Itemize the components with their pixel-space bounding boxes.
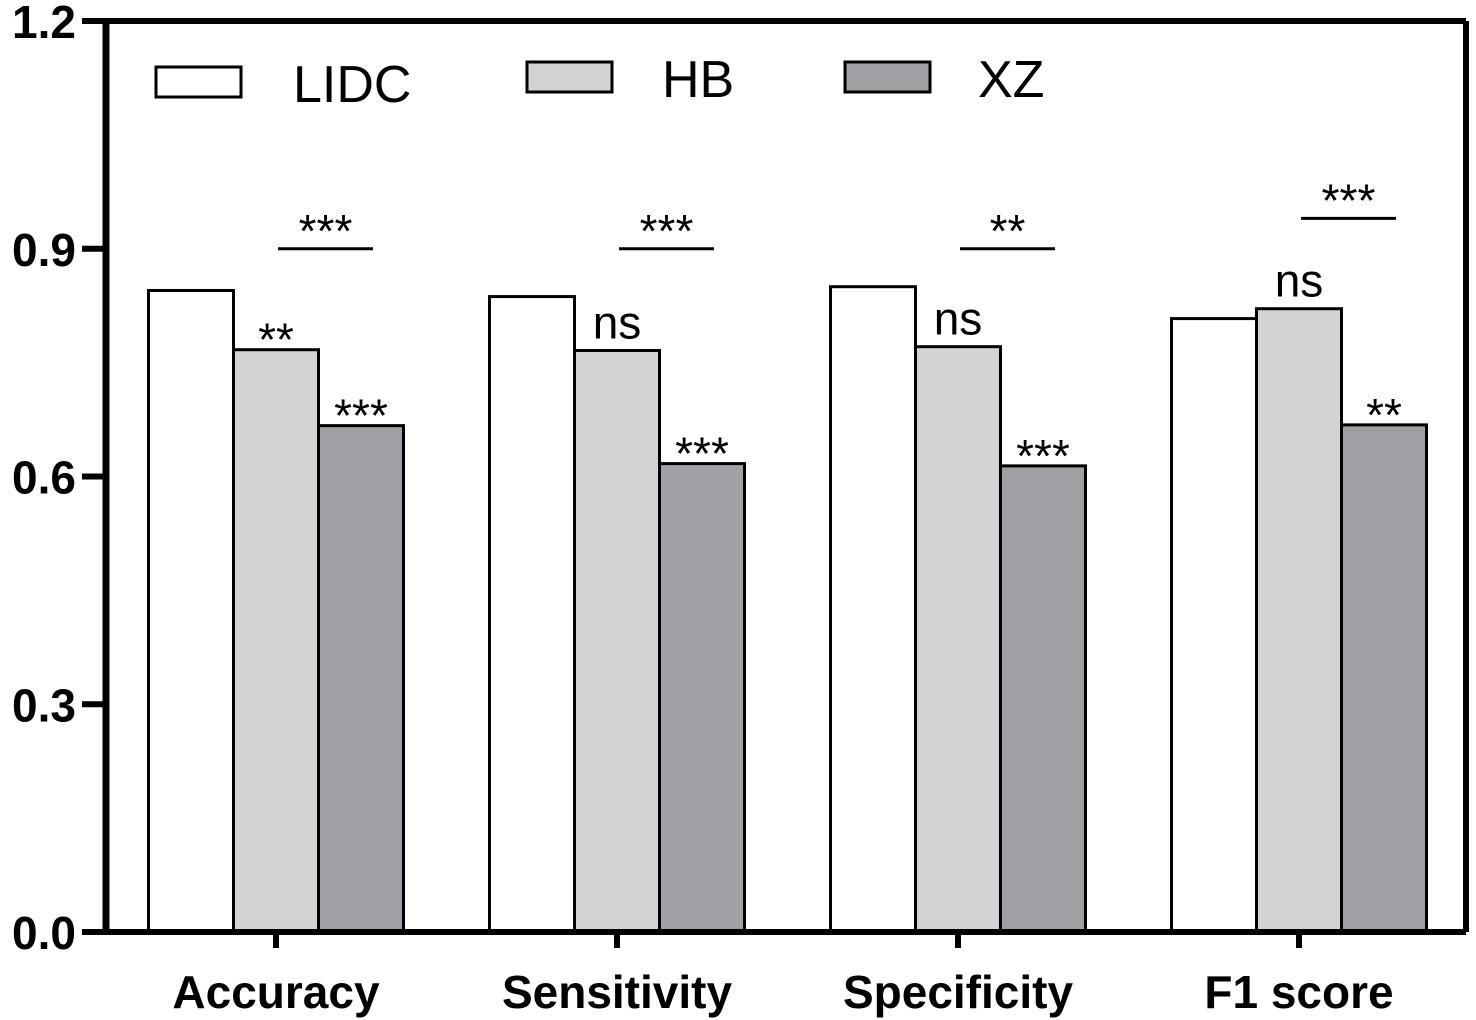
bar-xz-3 (1340, 423, 1428, 934)
bar-xz-0 (317, 424, 405, 934)
legend-swatch-lidc (154, 65, 243, 99)
y-tick-label: 0.3 (12, 679, 76, 731)
annotation-comparison: *** (1322, 174, 1376, 226)
y-tick-label: 0.9 (12, 224, 76, 276)
legend-label-lidc: LIDC (293, 56, 411, 114)
annotation-comparison: *** (640, 205, 694, 257)
bar-lidc-2 (829, 285, 917, 934)
legend-label-xz: XZ (978, 51, 1044, 109)
annotation-hb: ns (593, 296, 642, 348)
x-tick-label: Specificity (843, 966, 1074, 1018)
annotation-comparison: ** (990, 205, 1026, 257)
annotation-hb: ns (934, 293, 983, 345)
annotation-xz: *** (675, 428, 729, 480)
x-tick-label: F1 score (1204, 966, 1393, 1018)
annotation-hb: ** (258, 314, 294, 366)
bar-hb-2 (914, 345, 1002, 934)
legend-swatch-xz (843, 60, 932, 94)
bar-hb-3 (1255, 307, 1343, 934)
annotation-xz: *** (334, 390, 388, 442)
y-tick-label: 0.6 (12, 452, 76, 504)
annotation-xz: ** (1366, 389, 1402, 441)
legend-label-hb: HB (662, 51, 734, 109)
legend-swatch-hb (525, 60, 614, 94)
bar-hb-1 (573, 348, 661, 934)
bar-lidc-3 (1170, 317, 1258, 934)
bar-lidc-0 (147, 289, 235, 934)
annotation-xz: *** (1016, 430, 1070, 482)
x-tick-label: Sensitivity (502, 966, 733, 1018)
annotation-comparison: *** (299, 205, 353, 257)
annotation-hb: ns (1275, 255, 1324, 307)
bar-lidc-1 (488, 295, 576, 934)
y-tick-label: 0.0 (12, 907, 76, 959)
x-tick-label: Accuracy (172, 966, 380, 1018)
y-tick-label: 1.2 (12, 0, 76, 48)
bar-xz-2 (999, 464, 1087, 934)
bar-hb-0 (232, 348, 320, 934)
bar-xz-1 (658, 462, 746, 934)
